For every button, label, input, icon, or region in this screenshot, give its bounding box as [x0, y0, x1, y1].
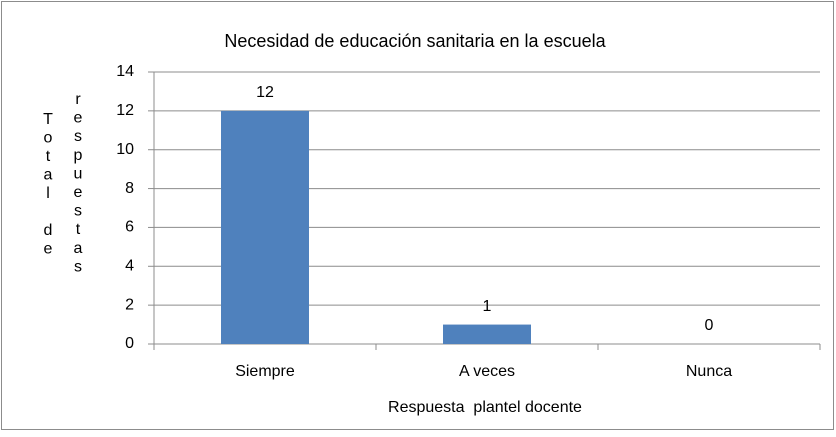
- value-label: 12: [256, 84, 274, 101]
- y-tick-label: 0: [125, 335, 134, 352]
- bar: [221, 110, 309, 344]
- value-label: 1: [483, 298, 492, 315]
- y-tick-label: 10: [116, 141, 134, 158]
- y-tick-label: 4: [125, 258, 134, 275]
- y-tick-label: 6: [125, 219, 134, 236]
- chart-title: Necesidad de educación sanitaria en la e…: [224, 31, 606, 51]
- value-label: 0: [705, 317, 714, 334]
- bar: [443, 324, 531, 344]
- x-tick-label: Siempre: [235, 363, 295, 380]
- y-tick-label: 8: [125, 180, 134, 197]
- y-tick-label: 14: [116, 63, 134, 80]
- y-tick-label: 2: [125, 296, 134, 313]
- chart-border: [1, 1, 834, 430]
- x-tick-label: A veces: [459, 363, 515, 380]
- y-tick-label: 12: [116, 102, 134, 119]
- x-axis-label: Respuesta plantel docente: [388, 399, 582, 416]
- x-tick-label: Nunca: [686, 363, 732, 380]
